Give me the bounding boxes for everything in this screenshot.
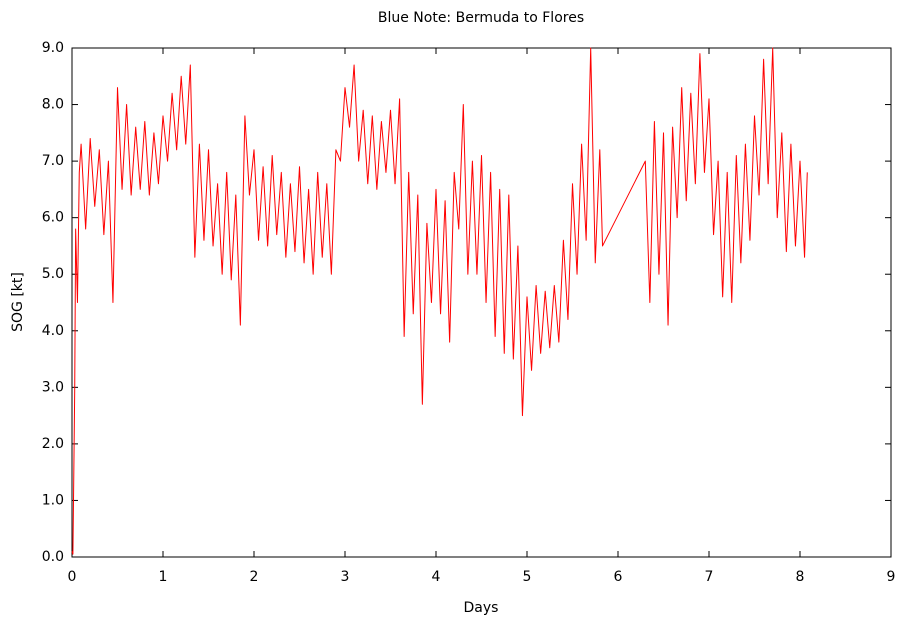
- y-tick-label: 6.0: [42, 210, 64, 226]
- y-tick-label: 4.0: [42, 323, 64, 339]
- chart-title: Blue Note: Bermuda to Flores: [378, 10, 584, 26]
- x-axis-label: Days: [464, 600, 499, 616]
- y-tick-label: 3.0: [42, 379, 64, 395]
- x-tick-label: 8: [796, 569, 805, 585]
- x-tick-label: 9: [887, 569, 896, 585]
- y-tick-label: 1.0: [42, 492, 64, 508]
- x-tick-label: 0: [68, 569, 77, 585]
- y-tick-label: 0.0: [42, 549, 64, 565]
- data-line: [71, 47, 808, 555]
- x-tick-label: 3: [341, 569, 350, 585]
- y-tick-label: 9.0: [42, 40, 64, 56]
- x-tick-label: 7: [705, 569, 714, 585]
- y-tick-label: 2.0: [42, 436, 64, 452]
- y-tick-label: 7.0: [42, 153, 64, 169]
- x-tick-label: 1: [159, 569, 168, 585]
- y-axis-label: SOG [kt]: [10, 272, 26, 332]
- y-tick-label: 8.0: [42, 97, 64, 113]
- x-tick-label: 4: [432, 569, 441, 585]
- x-tick-label: 5: [523, 569, 532, 585]
- y-tick-label: 5.0: [42, 266, 64, 282]
- plot-frame: [71, 47, 892, 558]
- x-tick-label: 2: [250, 569, 259, 585]
- x-tick-label: 6: [614, 569, 623, 585]
